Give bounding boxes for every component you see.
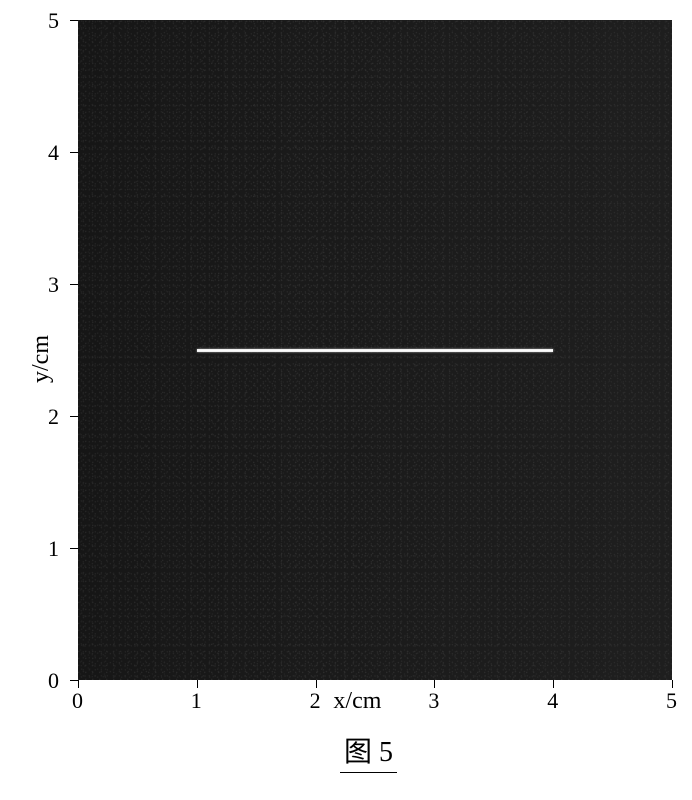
y-tick [70,20,78,21]
figure-caption: 图 5 [340,730,397,773]
figure-container: 0 1 2 3 4 5 0 1 2 3 4 5 x/cm y/cm 图 5 [0,0,692,800]
y-axis-label: y/cm [28,335,55,383]
y-tick-label: 2 [48,404,59,430]
y-tick-label: 5 [48,8,59,34]
x-tick [553,680,554,688]
y-tick [70,152,78,153]
bright-feature-line [197,349,553,352]
x-tick-label: 4 [547,688,558,714]
x-tick-label: 0 [72,688,83,714]
x-tick [197,680,198,688]
x-tick [434,680,435,688]
x-tick [316,680,317,688]
heatmap-plot [78,20,672,680]
y-tick [70,416,78,417]
x-tick-label: 3 [428,688,439,714]
x-tick-label: 1 [191,688,202,714]
x-tick [672,680,673,688]
y-tick [70,284,78,285]
y-tick-label: 4 [48,140,59,166]
y-tick [70,548,78,549]
x-tick-label: 2 [310,688,321,714]
y-tick-label: 0 [48,668,59,694]
x-axis-label: x/cm [333,688,381,715]
x-tick-label: 5 [666,688,677,714]
y-tick-label: 3 [48,272,59,298]
y-tick [70,680,78,681]
x-tick [78,680,79,688]
y-tick-label: 1 [48,536,59,562]
